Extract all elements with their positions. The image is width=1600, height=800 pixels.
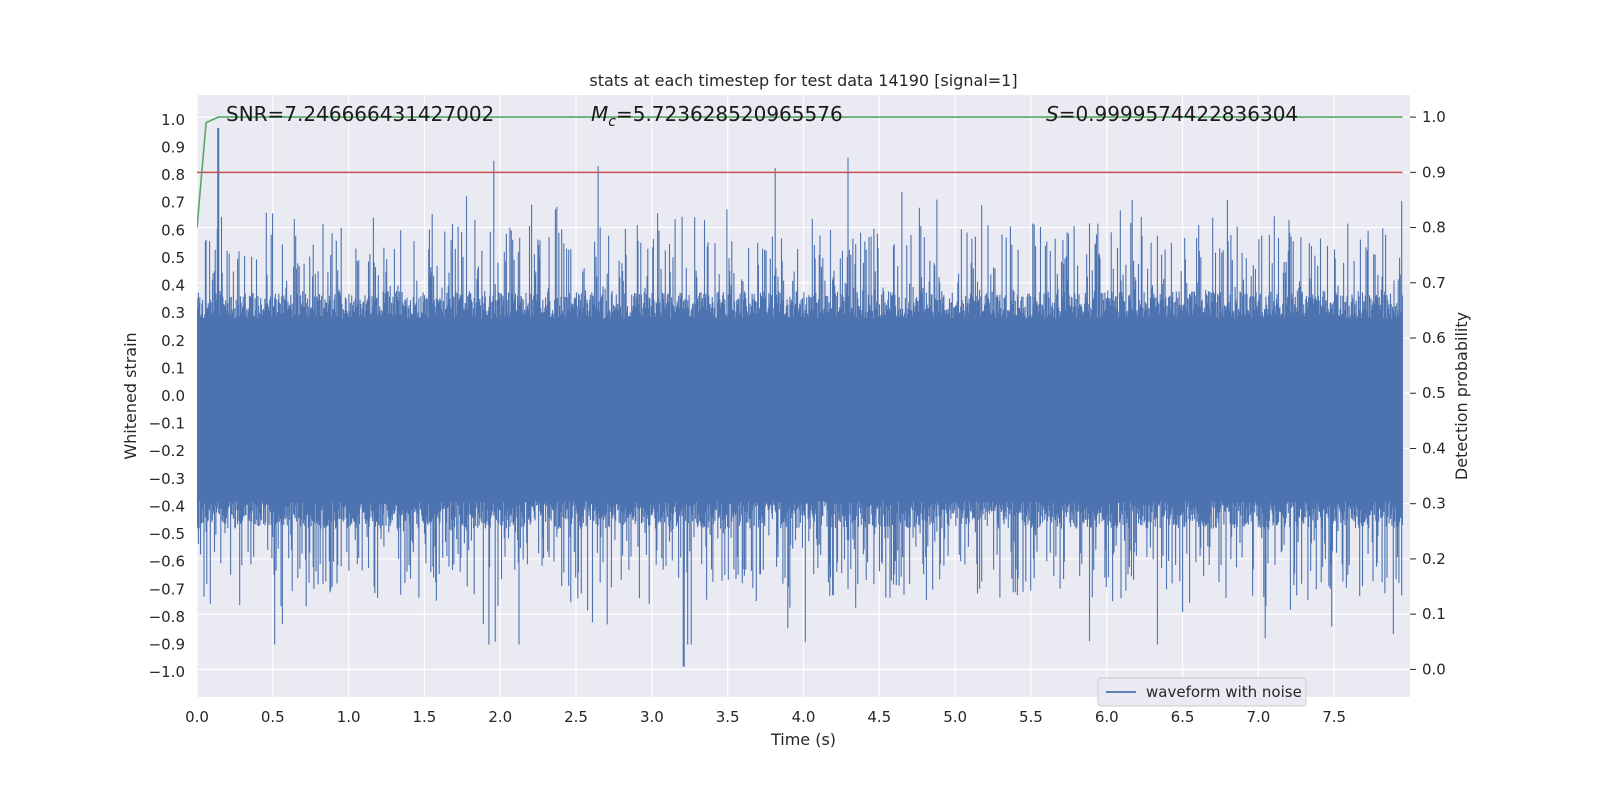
x-tick-label: 1.0 [337, 708, 361, 726]
x-tick-label: 5.5 [1019, 708, 1043, 726]
y-tick-label: 0.3 [161, 304, 185, 322]
y-tick-label: 0.6 [161, 221, 185, 239]
x-tick-label: 1.5 [413, 708, 437, 726]
y-tick-label: −0.4 [149, 497, 185, 515]
s-symbol: S [1046, 102, 1059, 126]
y2-tick-label: 1.0 [1422, 108, 1446, 126]
waveform-series [197, 157, 1403, 645]
y2-tick-label: 0.9 [1422, 163, 1446, 181]
x-axis-ticks: 0.0 0.5 1.0 1.5 2.0 2.5 3.0 3.5 4.0 4.5 5.0 5.5 6.0 6… [185, 708, 1346, 726]
y2-tick-label: 0.3 [1422, 495, 1446, 513]
y-tick-label: −0.5 [149, 525, 185, 543]
y-tick-label: −0.2 [149, 442, 185, 460]
x-tick-label: 0.5 [261, 708, 285, 726]
y-tick-label: 0.4 [161, 277, 185, 295]
s-value: =0.9999574422836304 [1059, 102, 1298, 126]
snr-annotation: SNR=7.246666431427002 [226, 102, 494, 126]
y-tick-label: 0.8 [161, 166, 185, 184]
y-tick-label: −0.6 [149, 553, 185, 571]
x-tick-label: 4.0 [792, 708, 816, 726]
mc-subscript: c [608, 114, 616, 130]
y2-tick-label: 0.1 [1422, 605, 1446, 623]
y2-axis-ticks: 1.0 0.9 0.8 0.7 0.6 0.5 0.4 0.3 0.2 0.1 0.0 [1410, 108, 1446, 678]
y-tick-label: 0.2 [161, 332, 185, 350]
y-tick-label: −0.3 [149, 470, 185, 488]
y2-tick-label: 0.7 [1422, 274, 1446, 292]
y-tick-label: 0.5 [161, 249, 185, 267]
y2-tick-label: 0.0 [1422, 660, 1446, 678]
x-tick-label: 6.0 [1095, 708, 1119, 726]
x-tick-label: 2.0 [488, 708, 512, 726]
legend-box [1097, 677, 1307, 707]
mc-symbol: M [591, 102, 608, 126]
probability-line [197, 116, 1403, 228]
score-annotation: S=0.9999574422836304 [1046, 102, 1298, 126]
y-tick-label: −0.8 [149, 608, 185, 626]
x-axis-label: Time (s) [770, 730, 836, 749]
y-tick-label: −1.0 [149, 663, 185, 681]
y-tick-label: 0.0 [161, 387, 185, 405]
y-tick-label: 0.9 [161, 138, 185, 156]
y-tick-label: −0.1 [149, 415, 185, 433]
x-tick-label: 5.0 [943, 708, 967, 726]
x-tick-label: 6.5 [1171, 708, 1195, 726]
legend-label-waveform: waveform with noise [1146, 683, 1302, 701]
y2-tick-label: 0.8 [1422, 219, 1446, 237]
x-tick-label: 0.0 [185, 708, 209, 726]
y2-axis-label: Detection probability [1452, 312, 1471, 480]
x-tick-label: 2.5 [564, 708, 588, 726]
x-tick-label: 4.5 [867, 708, 891, 726]
x-tick-label: 7.5 [1322, 708, 1346, 726]
y-tick-label: −0.9 [149, 636, 185, 654]
x-tick-label: 3.0 [640, 708, 664, 726]
y2-tick-label: 0.2 [1422, 550, 1446, 568]
y2-tick-label: 0.4 [1422, 439, 1446, 457]
y-tick-label: −0.7 [149, 580, 185, 598]
y-tick-label: 0.7 [161, 194, 185, 212]
y-axis-ticks: 1.0 0.9 0.8 0.7 0.6 0.5 0.4 0.3 0.2 0.1 0.0 −0.1 −0.… [149, 111, 185, 681]
x-tick-label: 3.5 [716, 708, 740, 726]
y-tick-label: 1.0 [161, 111, 185, 129]
x-tick-label: 7.0 [1246, 708, 1270, 726]
y2-tick-label: 0.5 [1422, 384, 1446, 402]
plot-content [197, 116, 1403, 667]
legend: waveform with noise [1097, 677, 1307, 707]
mc-value: =5.723628520965576 [616, 102, 843, 126]
y-axis-label: Whitened strain [121, 332, 140, 459]
y-tick-label: 0.1 [161, 359, 185, 377]
chart-title: stats at each timestep for test data 141… [589, 71, 1017, 90]
chirp-mass-annotation: Mc=5.723628520965576 [591, 102, 843, 130]
y2-tick-label: 0.6 [1422, 329, 1446, 347]
